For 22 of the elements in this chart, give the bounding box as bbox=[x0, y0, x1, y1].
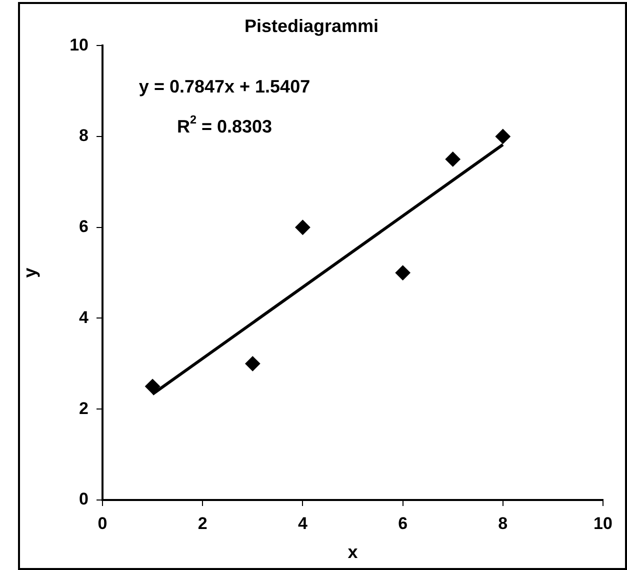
x-tick-label: 6 bbox=[398, 514, 408, 533]
x-tick-label: 2 bbox=[198, 514, 208, 533]
y-tick-label: 6 bbox=[79, 217, 89, 236]
point bbox=[145, 378, 160, 394]
y-axis-title: y bbox=[20, 268, 40, 278]
x-tick-label: 10 bbox=[594, 514, 612, 533]
point bbox=[445, 152, 460, 167]
x-tick-label: 8 bbox=[498, 514, 508, 533]
y-tick-label: 8 bbox=[79, 126, 89, 146]
point bbox=[495, 128, 510, 144]
y-tick-label: 0 bbox=[79, 490, 89, 509]
x-tick-label: 0 bbox=[98, 514, 108, 533]
point bbox=[245, 356, 260, 372]
point bbox=[295, 220, 310, 235]
chart-title: Pistediagrammi bbox=[244, 16, 379, 36]
x-tick-label: 4 bbox=[298, 514, 308, 533]
annotation: y = 0.7847x + 1.5407 bbox=[138, 76, 310, 97]
y-tick-label: 2 bbox=[79, 398, 89, 418]
y-tick-label: 10 bbox=[70, 35, 89, 54]
point bbox=[395, 265, 410, 280]
x-axis-title: x bbox=[348, 542, 358, 562]
y-tick-label: 4 bbox=[79, 308, 90, 327]
